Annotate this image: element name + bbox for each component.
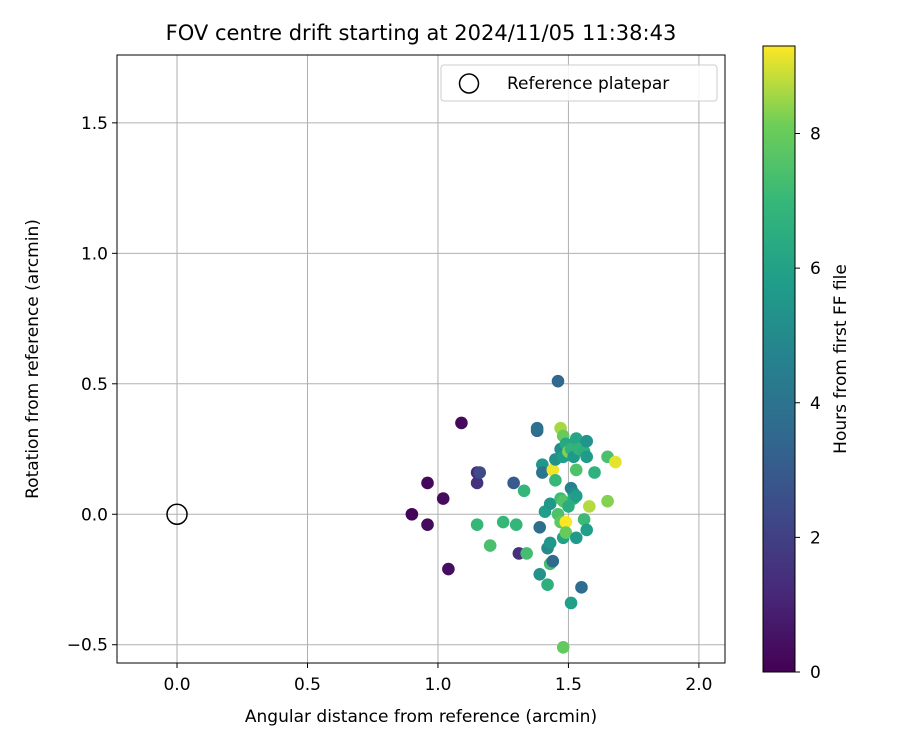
x-tick-label: 0.5 (294, 675, 321, 695)
data-point (517, 484, 531, 498)
colorbar-label: Hours from first FF file (831, 264, 851, 454)
x-tick-label: 1.0 (424, 675, 451, 695)
data-point (609, 455, 622, 469)
reference-marker-group (166, 503, 188, 526)
colorbar-tick-label: 2 (810, 528, 821, 548)
data-point (483, 539, 497, 552)
scatter-points (405, 374, 622, 654)
colorbar-tick-label: 0 (810, 663, 821, 683)
data-point (564, 596, 578, 610)
data-point (549, 474, 562, 487)
data-point (442, 562, 455, 576)
data-point (559, 526, 573, 539)
data-point (580, 450, 593, 464)
legend-frame (440, 64, 718, 102)
data-point (509, 518, 523, 531)
colorbar-tick-label: 6 (810, 259, 821, 279)
data-point (470, 518, 484, 531)
data-point (580, 523, 593, 537)
data-point (580, 434, 593, 448)
y-tick-label: −0.5 (67, 636, 108, 656)
data-point (569, 463, 583, 477)
data-point (546, 463, 560, 477)
legend-marker-icon (458, 73, 480, 94)
data-point (543, 536, 557, 550)
data-point (569, 489, 583, 503)
chart-title: FOV centre drift starting at 2024/11/05 … (166, 21, 677, 45)
reference-platepar-marker (166, 503, 188, 526)
colorbar (762, 45, 796, 673)
x-axis-ticks: 0.0 0.5 1.0 1.5 2.0 (163, 663, 712, 695)
data-point (583, 500, 596, 513)
data-point (569, 432, 583, 445)
data-point (533, 567, 547, 581)
colorbar-tick-label: 4 (810, 394, 821, 414)
colorbar-ticks: 0 2 4 6 8 (795, 125, 821, 683)
x-tick-label: 1.5 (555, 675, 582, 695)
data-point (421, 476, 434, 490)
data-point (543, 497, 557, 511)
data-point (455, 416, 468, 430)
data-point (536, 466, 549, 479)
data-point (520, 547, 533, 560)
plot-frame (116, 54, 726, 664)
data-point (556, 641, 570, 654)
y-axis-ticks: −0.5 0.0 0.5 1.0 1.5 (67, 114, 117, 656)
data-point (533, 521, 547, 534)
y-tick-label: 0.5 (81, 375, 108, 395)
data-point (530, 421, 544, 435)
data-point (541, 578, 554, 592)
data-point (577, 513, 591, 526)
y-tick-label: 1.5 (81, 114, 108, 134)
y-tick-label: 1.0 (81, 244, 108, 264)
colorbar-tick-label: 8 (810, 125, 821, 145)
data-point (496, 515, 510, 529)
legend-box: Reference platepar (440, 64, 718, 102)
data-point (405, 507, 419, 521)
x-tick-label: 2.0 (685, 675, 712, 695)
data-point (470, 476, 484, 490)
data-point (575, 581, 588, 594)
data-point (436, 492, 450, 505)
data-point (507, 476, 520, 490)
data-point (551, 374, 565, 388)
data-point (421, 518, 434, 531)
data-point (588, 466, 601, 479)
x-tick-label: 0.0 (163, 675, 190, 695)
x-axis-label: Angular distance from reference (arcmin) (245, 707, 597, 727)
data-point (546, 554, 560, 568)
data-point (601, 494, 614, 508)
y-tick-label: 0.0 (81, 505, 108, 525)
grid (117, 55, 725, 663)
data-point (473, 466, 487, 479)
data-point (569, 531, 583, 545)
y-axis-label: Rotation from reference (arcmin) (23, 219, 43, 499)
data-point (559, 515, 573, 529)
legend-label: Reference platepar (507, 74, 669, 94)
